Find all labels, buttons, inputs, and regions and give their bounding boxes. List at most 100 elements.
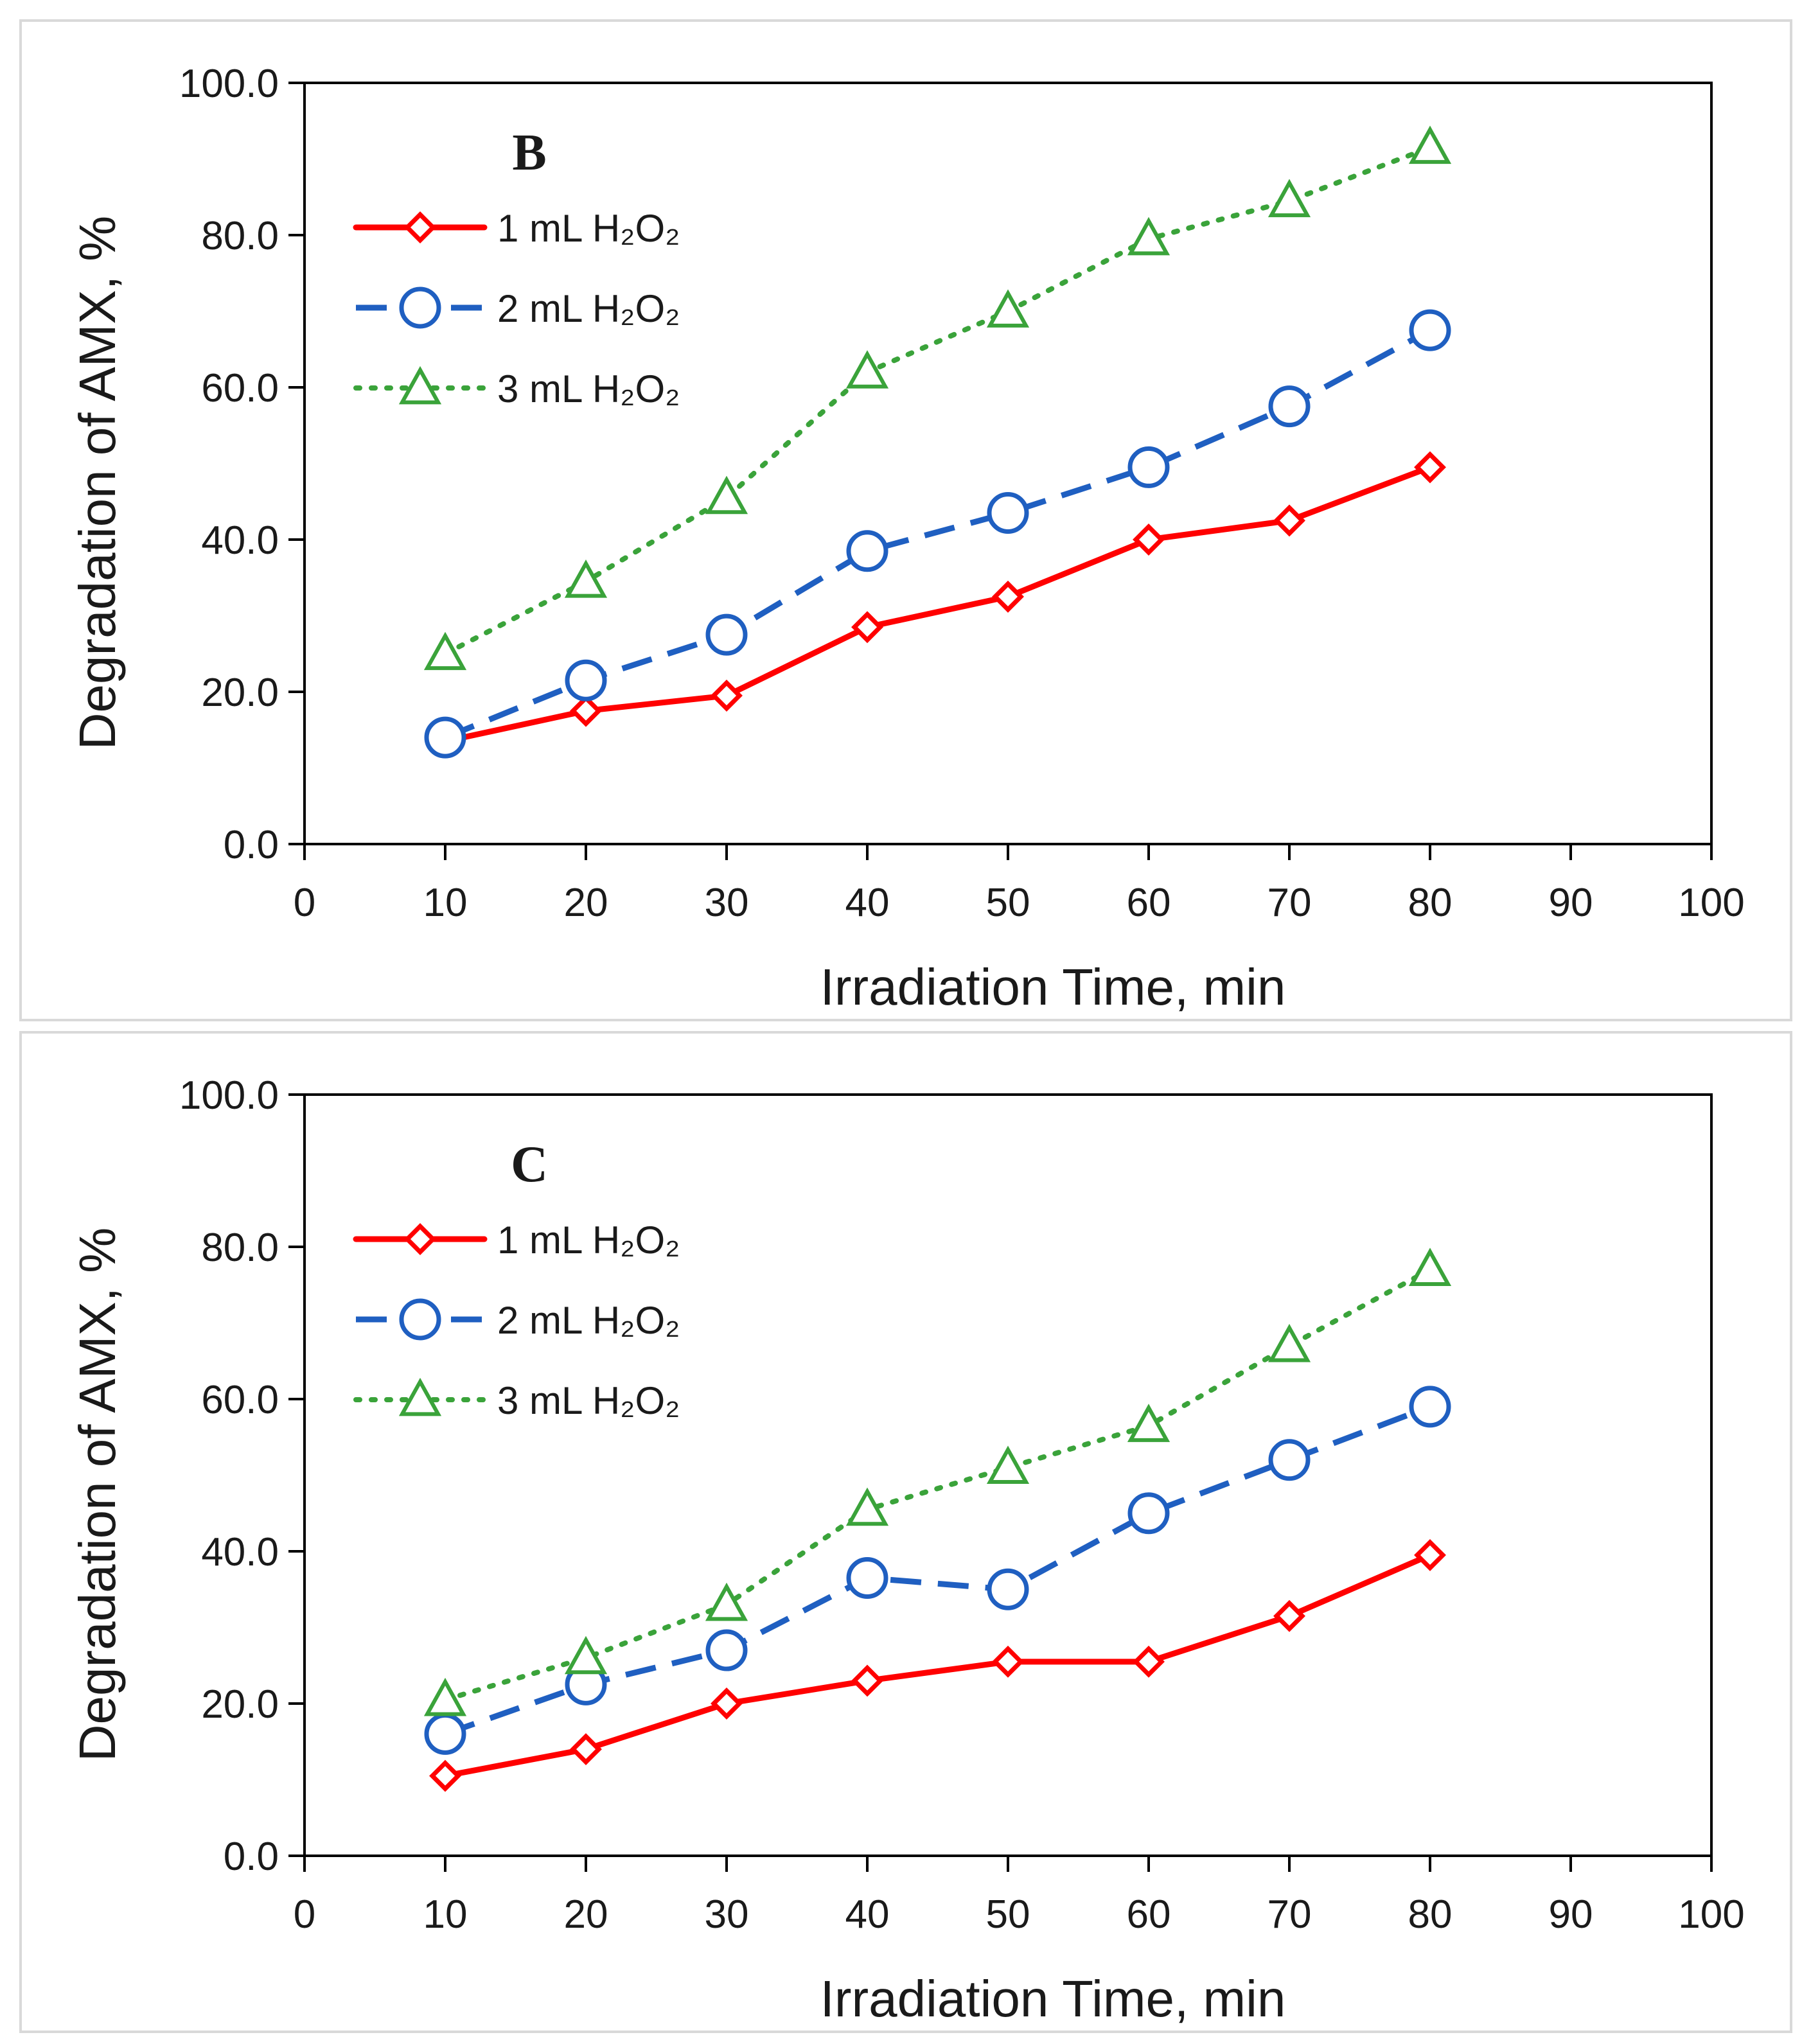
x-tick-label: 0: [294, 1892, 315, 1937]
data-point-circle: [1127, 1492, 1170, 1535]
series-2: [424, 309, 1451, 759]
y-axis-title: Degradation of AMX, %: [69, 216, 126, 750]
data-point-diamond: [711, 1687, 743, 1720]
chart-panel-b: 0.0 20.0 40.0 60.0 80.0 100.0 0 10 20 30 40 50 60 70 8…: [19, 19, 1792, 1021]
x-tick-label: 10: [423, 881, 468, 925]
y-tick-label: 0.0: [224, 1835, 279, 1879]
series-line: [442, 1552, 1433, 1779]
x-tick-label: 50: [986, 1892, 1030, 1937]
data-point-triangle: [423, 1677, 467, 1716]
data-point-triangle: [986, 289, 1030, 328]
legend-label: 3 mL H₂O₂: [497, 367, 680, 410]
data-point-diamond: [1414, 1538, 1446, 1571]
x-tick-label: 70: [1268, 1892, 1312, 1937]
data-point-diamond: [1133, 524, 1165, 556]
x-tick-label: 100: [1678, 881, 1744, 925]
legend-marker: [404, 211, 436, 243]
data-point-triangle: [1268, 1323, 1311, 1362]
data-point-circle: [1268, 1439, 1311, 1481]
data-point-diamond: [711, 679, 743, 712]
data-point-circle: [1409, 309, 1451, 351]
legend-marker: [398, 1377, 442, 1416]
series-line: [443, 145, 1433, 656]
series-2: [424, 1386, 1451, 1755]
legend-marker: [399, 286, 441, 329]
legend-item-1: 1 mL H₂O₂: [353, 207, 680, 250]
chart-panel-c: 0.0 20.0 40.0 60.0 80.0 100.0 0 10 20 30 40 50 60 70 8…: [19, 1031, 1792, 2033]
panel-label: C: [511, 1136, 548, 1193]
panel-label: B: [512, 125, 546, 181]
data-point-diamond: [851, 1664, 883, 1697]
y-axis-title: Degradation of AMX, %: [69, 1228, 126, 1762]
legend-label: 2 mL H₂O₂: [497, 287, 680, 330]
data-point-circle: [705, 613, 748, 656]
legend-marker: [404, 1223, 436, 1255]
data-point-triangle: [564, 1635, 608, 1675]
data-point-circle: [846, 1556, 888, 1599]
data-point-diamond: [1133, 1645, 1165, 1678]
x-tick-label: 50: [986, 881, 1030, 925]
data-point-triangle: [1127, 1404, 1171, 1442]
data-point-diamond: [570, 694, 602, 727]
data-point-circle: [1409, 1386, 1451, 1428]
x-tick-label: 40: [845, 881, 890, 925]
x-tick-label: 70: [1268, 881, 1312, 925]
x-tick-label: 60: [1127, 881, 1171, 925]
y-tick-label: 80.0: [201, 214, 279, 258]
y-tick-label: 80.0: [201, 1226, 279, 1270]
data-point-diamond: [570, 1733, 602, 1766]
legend-item-2: 2 mL H₂O₂: [356, 1298, 680, 1342]
data-point-circle: [987, 1568, 1029, 1610]
x-axis-title: Irradiation Time, min: [820, 958, 1286, 1016]
data-point-circle: [1127, 446, 1170, 488]
data-point-circle: [424, 716, 466, 759]
y-tick-label: 20.0: [201, 671, 279, 715]
x-tick-label: 80: [1408, 881, 1453, 925]
legend-label: 3 mL H₂O₂: [497, 1379, 680, 1422]
data-point-triangle: [705, 1582, 748, 1621]
data-point-diamond: [1273, 1599, 1305, 1632]
y-tick-label: 100.0: [179, 62, 279, 106]
chart-c-svg: 0.0 20.0 40.0 60.0 80.0 100.0 0 10 20 30 40 50 60 70 8…: [69, 1073, 1745, 2027]
data-point-triangle: [423, 631, 467, 671]
y-tick-label: 20.0: [201, 1682, 279, 1727]
legend-item-3: 3 mL H₂O₂: [353, 1377, 680, 1422]
y-tick-label: 60.0: [201, 366, 279, 410]
legend-item-3: 3 mL H₂O₂: [353, 366, 680, 410]
data-point-triangle: [1127, 216, 1171, 256]
legend-label: 1 mL H₂O₂: [497, 1219, 680, 1262]
data-point-triangle: [986, 1445, 1030, 1485]
x-tick-label: 20: [564, 1892, 608, 1937]
x-axis-title: Irradiation Time, min: [820, 1970, 1286, 2027]
data-point-circle: [705, 1629, 748, 1671]
data-point-circle: [846, 530, 888, 572]
plot-area: [303, 82, 1713, 845]
data-point-triangle: [845, 350, 889, 389]
data-point-triangle: [1408, 125, 1452, 164]
data-point-circle: [1268, 385, 1311, 428]
legend-label: 2 mL H₂O₂: [497, 1299, 680, 1342]
data-point-triangle: [564, 559, 608, 598]
data-point-diamond: [992, 580, 1024, 613]
data-point-diamond: [992, 1645, 1024, 1678]
series-line: [444, 1404, 1431, 1737]
x-tick-label: 20: [564, 881, 608, 925]
data-point-diamond: [1414, 451, 1446, 484]
data-point-diamond: [851, 611, 883, 644]
legend-marker: [398, 366, 442, 405]
x-tick-label: 100: [1678, 1892, 1744, 1937]
data-point-diamond: [429, 1759, 461, 1792]
y-tick-label: 0.0: [224, 823, 279, 867]
legend-item-2: 2 mL H₂O₂: [356, 286, 680, 330]
series-3: [423, 1247, 1452, 1716]
data-point-triangle: [1408, 1247, 1452, 1286]
data-point-circle: [987, 492, 1029, 534]
legend-label: 1 mL H₂O₂: [497, 207, 680, 250]
series-3: [423, 125, 1452, 671]
x-tick-label: 30: [705, 881, 749, 925]
series-line: [443, 1267, 1433, 1703]
x-tick-label: 90: [1549, 881, 1593, 925]
x-tick-label: 90: [1549, 1892, 1593, 1937]
legend-marker: [399, 1298, 441, 1341]
x-tick-label: 40: [845, 1892, 890, 1937]
